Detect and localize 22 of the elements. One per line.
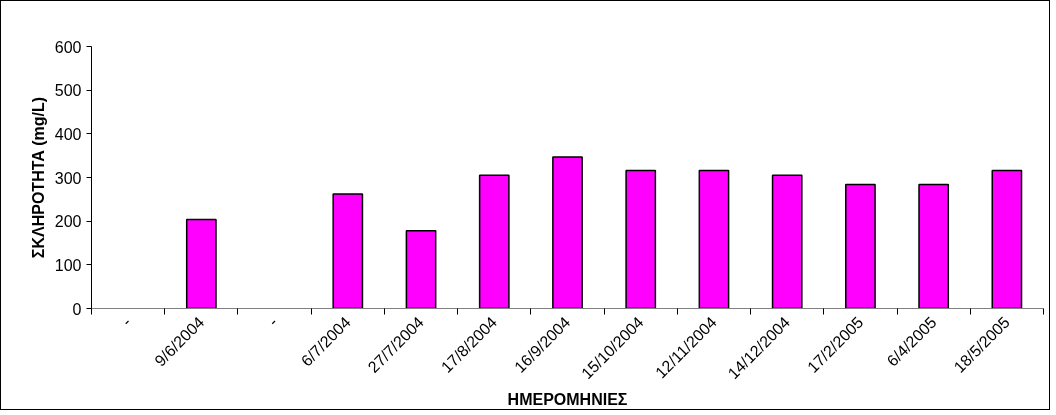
x-axis-title: ΗΜΕΡΟΜΗΝΙΕΣ [507, 391, 628, 409]
bar [185, 218, 217, 309]
y-tick-label: 0 [72, 300, 82, 318]
y-tick-label: 400 [54, 125, 82, 143]
bar [845, 183, 876, 309]
bar [478, 174, 510, 309]
y-tick-label: 100 [54, 256, 82, 274]
y-tick-label: 200 [54, 213, 82, 231]
x-tick-label: - [118, 313, 135, 330]
bar [625, 169, 657, 309]
bar [698, 169, 730, 309]
y-tick-label: 500 [54, 82, 82, 100]
bar [332, 193, 364, 309]
bar [771, 174, 803, 309]
bar [405, 230, 437, 309]
y-tick-label: 300 [54, 169, 82, 187]
y-tick-label: 600 [54, 38, 82, 56]
y-axis-title: ΣΚΛΗΡΟΤΗΤΑ (mg/L) [29, 96, 47, 259]
bar [991, 169, 1023, 309]
bar [918, 183, 950, 309]
x-tick-label: - [264, 313, 281, 330]
bar [552, 156, 583, 309]
